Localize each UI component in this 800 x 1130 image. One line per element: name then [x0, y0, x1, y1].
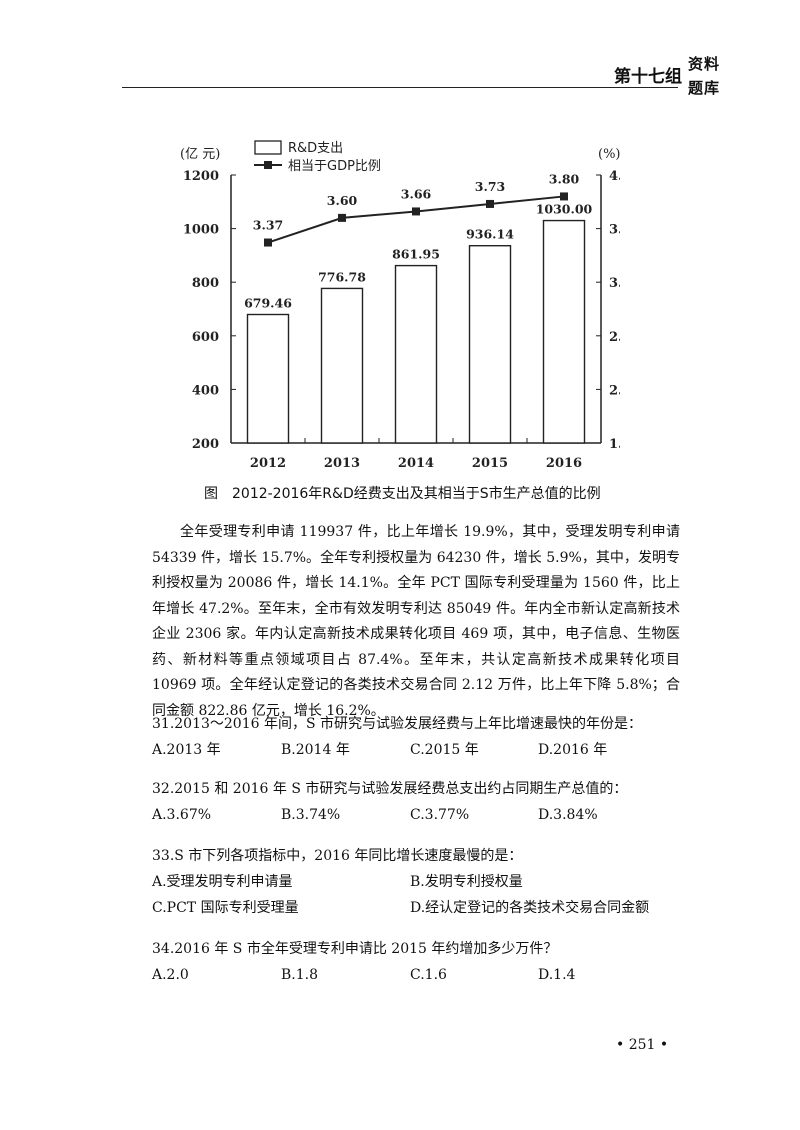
ratio-data-label: 3.66 — [401, 186, 432, 201]
right-tick-label: 2.5 — [609, 330, 620, 345]
bar — [320, 287, 364, 444]
bar-data-label: 861.95 — [392, 247, 440, 262]
question-stem: 31.2013～2016 年间，S 市研究与试验发展经费与上年比增速最快的年份是… — [152, 716, 643, 732]
question-32: 32.2015 和 2016 年 S 市研究与试验发展经费总支出约占同期生产总值… — [152, 776, 682, 828]
x-tick-label: 2015 — [472, 456, 508, 471]
question-31: 31.2013～2016 年间，S 市研究与试验发展经费与上年比增速最快的年份是… — [152, 711, 682, 763]
ratio-point — [486, 199, 494, 208]
question-stem: 34.2016 年 S 市全年受理专利申请比 2015 年约增加多少万件？ — [152, 941, 558, 957]
x-tick-label: 2016 — [546, 456, 582, 471]
chart-line: 3.37 3.60 3.66 3.73 3.80 — [253, 171, 580, 247]
chart-bars: 679.46 776.78 861.95 936.14 1030.00 — [244, 202, 593, 444]
question-options: A.2013 年 B.2014 年 C.2015 年 D.2016 年 — [152, 737, 682, 763]
bar — [394, 264, 438, 444]
question-33: 33.S 市下列各项指标中，2016 年同比增长速度最慢的是： A.受理发明专利… — [152, 843, 682, 921]
stamp-line-1: 资料 — [688, 55, 721, 73]
ratio-point — [560, 192, 568, 201]
passage-text: 全年受理专利申请 119937 件，比上年增长 19.9%，其中，受理发明专利申… — [152, 524, 680, 719]
option-c[interactable]: C.1.6 — [410, 967, 447, 983]
option-b[interactable]: B.1.8 — [281, 967, 319, 983]
question-options: A.2.0 B.1.8 C.1.6 D.1.4 — [152, 962, 682, 988]
x-tick-label: 2012 — [250, 456, 286, 471]
option-a[interactable]: A.2013 年 — [152, 742, 221, 758]
left-tick-label: 200 — [192, 437, 219, 452]
ratio-data-label: 3.37 — [253, 218, 283, 233]
ratio-point — [412, 207, 420, 216]
header-group-label: 第十七组 — [614, 67, 682, 87]
option-b[interactable]: B.2014 年 — [281, 742, 350, 758]
question-options: A.受理发明专利申请量 B.发明专利授权量 — [152, 869, 682, 895]
option-a[interactable]: A.2.0 — [152, 967, 189, 983]
option-c[interactable]: C.PCT 国际专利受理量 — [152, 900, 299, 916]
stamp-line-2: 题库 — [688, 79, 721, 97]
question-stem: 32.2015 和 2016 年 S 市研究与试验发展经费总支出约占同期生产总值… — [152, 781, 628, 797]
option-b[interactable]: B.发明专利授权量 — [410, 874, 523, 890]
left-tick-label: 600 — [192, 330, 219, 345]
right-tick-label: 3.0 — [609, 276, 620, 291]
x-tick-label: 2014 — [398, 456, 434, 471]
bar-data-label: 936.14 — [466, 227, 514, 242]
rd-expenditure-chart: 200 400 600 800 1000 1200 1.5 2.0 2.5 3.0 3.5 4.0 (亿… — [180, 140, 620, 471]
left-axis-unit: (亿 元) — [180, 147, 220, 162]
bar — [542, 219, 586, 444]
legend-bar-label: R&D支出 — [288, 141, 343, 156]
option-b[interactable]: B.3.74% — [281, 807, 341, 823]
question-34: 34.2016 年 S 市全年受理专利申请比 2015 年约增加多少万件？ A.… — [152, 936, 682, 988]
chart-caption: 图 2012-2016年R&D经费支出及其相当于S市生产总值的比例 — [204, 486, 601, 502]
right-axis-unit: (%) — [598, 147, 620, 162]
left-tick-label: 1000 — [183, 223, 219, 238]
left-tick-label: 400 — [192, 383, 219, 398]
right-tick-label: 1.5 — [609, 437, 620, 452]
option-d[interactable]: D.1.4 — [538, 967, 576, 983]
bar — [246, 313, 290, 444]
option-a[interactable]: A.3.67% — [152, 807, 212, 823]
x-tick-label: 2013 — [324, 456, 360, 471]
legend-bar-swatch — [254, 140, 282, 155]
option-c[interactable]: C.2015 年 — [410, 742, 479, 758]
page-number: • 251 • — [616, 1037, 669, 1053]
legend-line-marker — [264, 161, 272, 169]
legend-line-label: 相当于GDP比例 — [288, 159, 381, 174]
question-options: A.3.67% B.3.74% C.3.77% D.3.84% — [152, 802, 682, 828]
option-c[interactable]: C.3.77% — [410, 807, 470, 823]
right-tick-label: 2.0 — [609, 383, 620, 398]
left-tick-label: 1200 — [183, 169, 219, 184]
option-a[interactable]: A.受理发明专利申请量 — [152, 874, 293, 890]
ratio-data-label: 3.80 — [549, 171, 580, 186]
option-d[interactable]: D.经认定登记的各类技术交易合同金额 — [410, 900, 650, 916]
option-d[interactable]: D.3.84% — [538, 807, 598, 823]
right-tick-label: 3.5 — [609, 223, 620, 238]
ratio-point — [264, 238, 272, 247]
ratio-data-label: 3.73 — [475, 179, 505, 194]
bar-data-label: 1030.00 — [536, 202, 593, 217]
question-options: C.PCT 国际专利受理量 D.经认定登记的各类技术交易合同金额 — [152, 895, 682, 921]
right-tick-label: 4.0 — [609, 169, 620, 184]
bar-data-label: 679.46 — [244, 296, 292, 311]
ratio-line — [267, 195, 565, 244]
chart-axes: 200 400 600 800 1000 1200 1.5 2.0 2.5 3.0 3.5 4.0 (亿… — [180, 147, 620, 471]
ratio-data-label: 3.60 — [327, 193, 358, 208]
question-stem: 33.S 市下列各项指标中，2016 年同比增长速度最慢的是： — [152, 848, 523, 864]
bar-data-label: 776.78 — [318, 269, 366, 284]
header-stamp: 资料 题库 — [688, 52, 724, 100]
option-d[interactable]: D.2016 年 — [538, 742, 608, 758]
header-rule — [122, 87, 678, 88]
ratio-point — [338, 213, 346, 222]
left-tick-label: 800 — [192, 276, 219, 291]
bar — [468, 245, 512, 444]
